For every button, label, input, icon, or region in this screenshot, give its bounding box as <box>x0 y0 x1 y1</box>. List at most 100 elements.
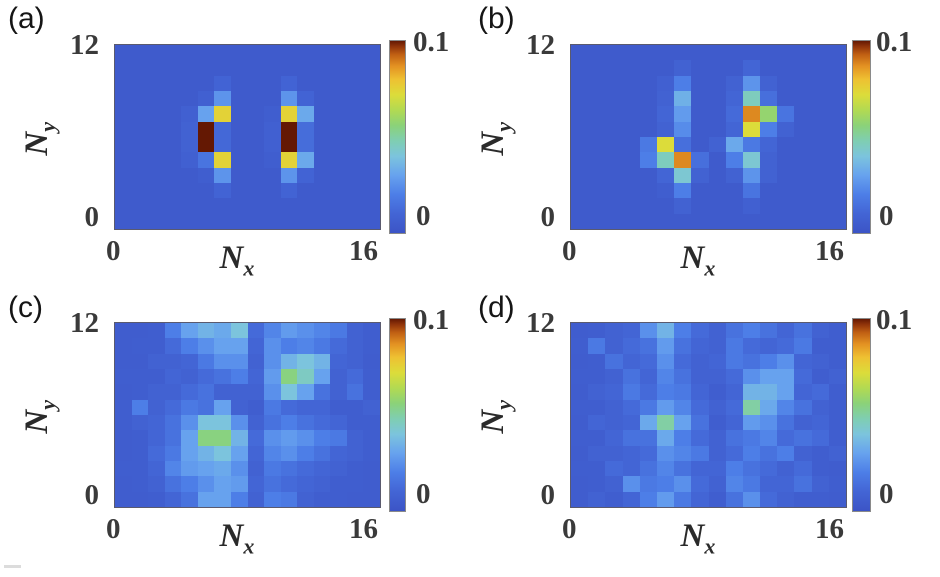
heatmap-cell <box>605 213 623 229</box>
heatmap-cell <box>164 460 182 477</box>
heatmap-cell <box>330 430 347 446</box>
heatmap-cell <box>230 476 248 492</box>
heatmap-cell <box>605 136 623 153</box>
y-axis-label-base: N <box>19 409 56 434</box>
heatmap-cell <box>777 476 795 492</box>
heatmap-cell <box>656 182 675 199</box>
heatmap-cell <box>811 430 829 446</box>
heatmap-cell <box>811 75 829 91</box>
heatmap-cell <box>115 445 132 461</box>
heatmap-cell <box>622 368 640 385</box>
heatmap-cell <box>230 414 248 431</box>
heatmap-cell <box>725 90 743 107</box>
heatmap-cell <box>742 75 761 91</box>
heatmap-cell <box>247 167 265 183</box>
heatmap-cell <box>742 460 761 477</box>
colorbar-min-label: 0 <box>879 478 894 510</box>
heatmap-cell <box>742 491 761 507</box>
heatmap-cell <box>708 384 726 400</box>
heatmap-cell <box>247 182 265 199</box>
heatmap-cell <box>214 182 231 199</box>
heatmap-cell <box>674 445 692 461</box>
heatmap-cell <box>197 491 215 507</box>
heatmap-cell <box>588 167 606 183</box>
heatmap-cell <box>639 182 657 199</box>
heatmap-cell <box>605 338 623 354</box>
heatmap-cell <box>297 430 314 446</box>
heatmap-cell <box>742 152 761 168</box>
corner-artifact <box>4 565 21 568</box>
heatmap-cell <box>230 399 248 415</box>
heatmap-cell <box>181 445 198 461</box>
x-tick-min: 0 <box>106 235 121 267</box>
heatmap-cell <box>346 106 364 122</box>
heatmap-cell <box>280 60 298 76</box>
heatmap-cell <box>725 213 743 229</box>
heatmap-cell <box>230 353 248 369</box>
heatmap-cell <box>588 368 606 385</box>
heatmap-cell <box>230 136 248 153</box>
heatmap-cell <box>811 399 829 415</box>
heatmap-cell <box>794 414 812 431</box>
heatmap-cell <box>330 136 347 153</box>
colorbar-max-label: 0.1 <box>876 26 913 58</box>
heatmap-cell <box>313 152 331 168</box>
heatmap-cell <box>313 213 331 229</box>
heatmap-cell <box>264 60 281 76</box>
heatmap-grid-a <box>115 45 380 229</box>
heatmap-cell <box>794 323 812 339</box>
colorbar-d <box>852 318 871 512</box>
heatmap-cell <box>828 198 846 214</box>
heatmap-cell <box>828 384 846 400</box>
heatmap-cell <box>622 213 640 229</box>
x-axis-label: Nx <box>681 242 716 280</box>
heatmap-cell <box>280 106 298 122</box>
heatmap-cell <box>131 460 149 477</box>
heatmap-cell <box>725 106 743 122</box>
heatmap-cell <box>313 338 331 354</box>
heatmap-cell <box>363 353 380 369</box>
heatmap-cell <box>622 491 640 507</box>
heatmap-cell <box>639 106 657 122</box>
heatmap-cell <box>605 106 623 122</box>
heatmap-cell <box>656 445 675 461</box>
heatmap-cell <box>148 152 165 168</box>
heatmap-cell <box>760 430 778 446</box>
heatmap-cell <box>794 353 812 369</box>
heatmap-cell <box>363 399 380 415</box>
heatmap-cell <box>115 60 132 76</box>
heatmap-cell <box>280 445 298 461</box>
heatmap-cell <box>622 384 640 400</box>
heatmap-cell <box>115 491 132 507</box>
heatmap-cell <box>346 353 364 369</box>
heatmap-cell <box>674 106 692 122</box>
heatmap-cell <box>148 460 165 477</box>
heatmap-cell <box>264 75 281 91</box>
heatmap-cell <box>346 167 364 183</box>
heatmap-cell <box>742 476 761 492</box>
heatmap-cell <box>691 476 709 492</box>
heatmap-cell <box>280 338 298 354</box>
heatmap-cell <box>131 90 149 107</box>
heatmap-cell <box>164 476 182 492</box>
heatmap-cell <box>164 213 182 229</box>
heatmap-cell <box>346 213 364 229</box>
heatmap-cell <box>639 430 657 446</box>
heatmap-cell <box>605 399 623 415</box>
heatmap-cell <box>313 90 331 107</box>
heatmap-cell <box>214 167 231 183</box>
heatmap-cell <box>181 399 198 415</box>
heatmap-cell <box>674 368 692 385</box>
y-axis-label-sub: y <box>34 400 60 410</box>
heatmap-cell <box>214 90 231 107</box>
heatmap-cell <box>777 445 795 461</box>
heatmap-cell <box>280 460 298 477</box>
heatmap-cell <box>622 106 640 122</box>
y-tick-min: 0 <box>540 479 556 511</box>
y-tick-max: 12 <box>526 307 555 339</box>
heatmap-cell <box>605 167 623 183</box>
heatmap-cell <box>725 198 743 214</box>
heatmap-cell <box>214 152 231 168</box>
heatmap-cell <box>811 445 829 461</box>
heatmap-cell <box>280 182 298 199</box>
